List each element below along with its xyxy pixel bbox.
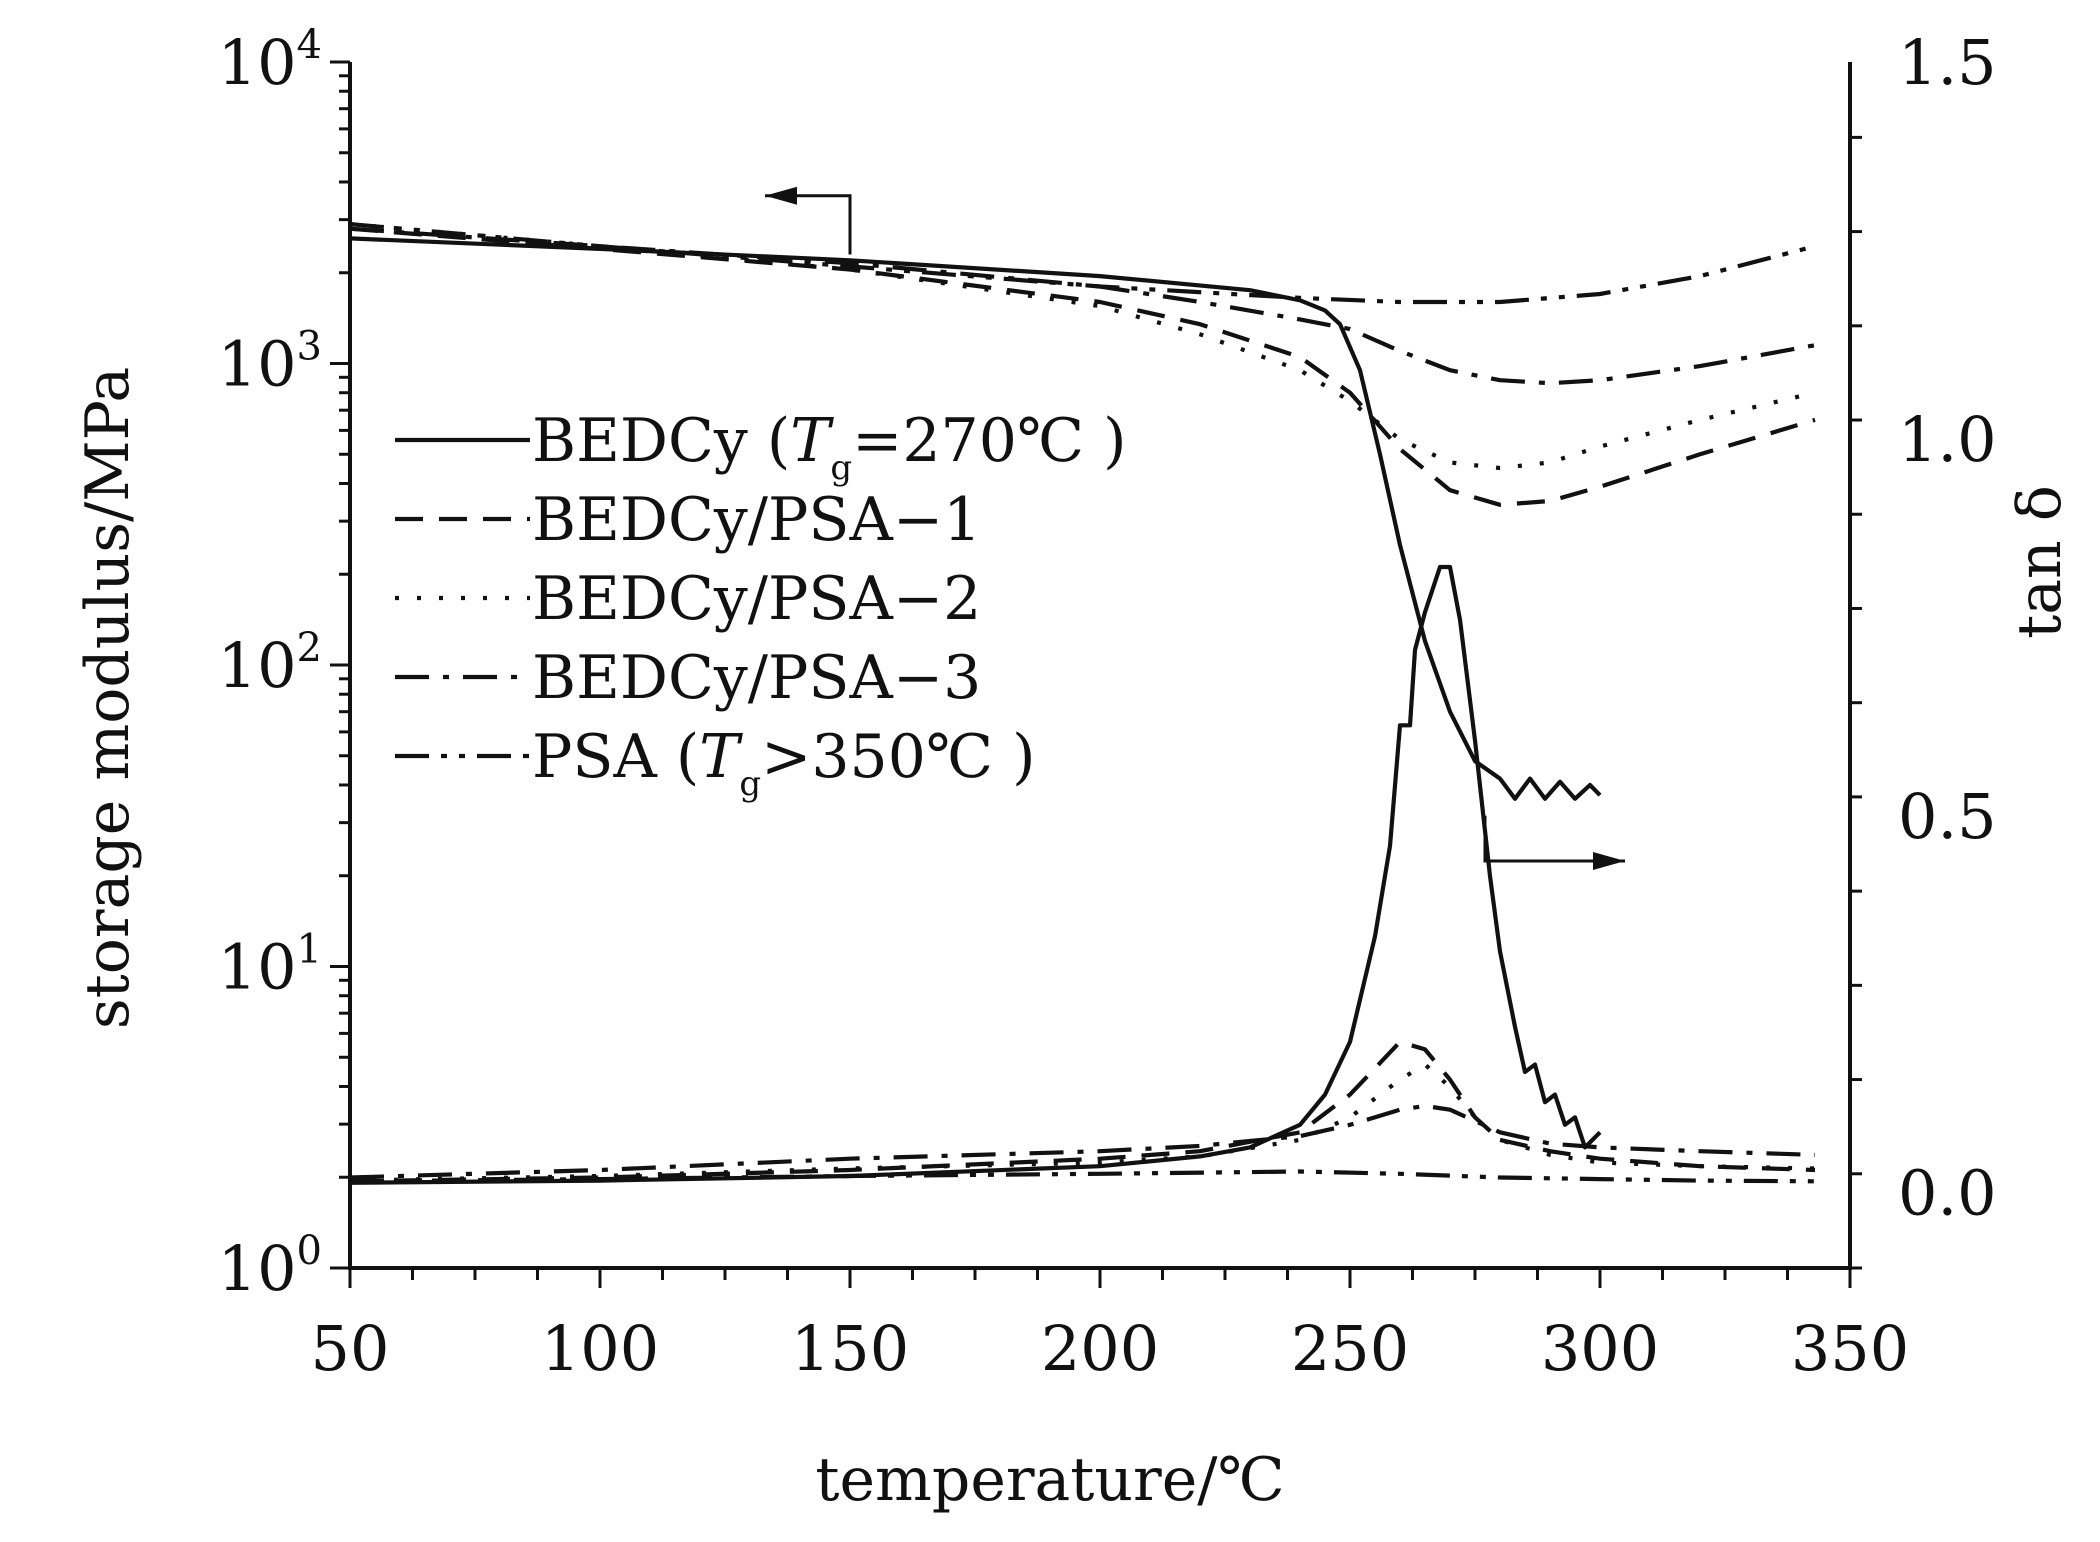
legend-label: BEDCy/PSA−1	[532, 485, 981, 555]
y-tick-label: 103	[218, 324, 322, 401]
annotation-arrow-head	[765, 186, 797, 205]
series-psa1_tan-line	[349, 1039, 1816, 1184]
y-tick-label: 101	[218, 927, 322, 1004]
legend-label: BEDCy (Tg=270℃ )	[532, 406, 1126, 488]
series-psa2_tan-line	[349, 1062, 1816, 1183]
x-tick-label: 300	[1541, 1312, 1659, 1385]
y-tick-label: 100	[218, 1228, 322, 1305]
series-psa1-line	[349, 226, 1816, 507]
legend: BEDCy (Tg=270℃ )BEDCy/PSA−1 BEDCy/PSA−2 BE…	[395, 406, 1126, 804]
series-bedcy-line	[349, 236, 1602, 801]
y2-tick-label: 0.5	[1898, 780, 1997, 853]
y2-tick-label: 0.0	[1898, 1157, 1997, 1230]
y-axis-title: storage modulus/MPa	[73, 367, 143, 1029]
x-tick-label: 350	[1791, 1312, 1909, 1385]
x-axis-title: temperature/℃	[815, 1445, 1284, 1515]
legend-label: PSA (Tg>350℃ )	[532, 722, 1036, 804]
series-psa-line	[349, 222, 1816, 305]
annotations	[765, 186, 1625, 870]
y-tick-label: 104	[218, 22, 322, 99]
y-tick-label: 102	[218, 625, 322, 702]
y2-tick-label: 1.0	[1898, 403, 1997, 476]
y2-axis-title: tan δ	[2005, 485, 2075, 639]
annotation-arrow-head	[1593, 851, 1625, 870]
x-tick-label: 50	[311, 1312, 390, 1385]
x-tick-label: 100	[541, 1312, 659, 1385]
legend-label: BEDCy/PSA−3	[532, 643, 981, 713]
annotation-arrow-line	[765, 194, 852, 255]
x-tick-label: 150	[791, 1312, 909, 1385]
series-layer	[349, 222, 1816, 1185]
series-psa3-line	[349, 226, 1816, 386]
legend-label: BEDCy/PSA−2	[532, 564, 981, 634]
x-tick-label: 250	[1291, 1312, 1409, 1385]
annotation-arrow-line	[1483, 815, 1625, 863]
y2-tick-label: 1.5	[1898, 26, 1997, 99]
series-psa_tan-line	[349, 1169, 1816, 1184]
series-psa3_tan-line	[349, 1103, 1816, 1180]
ticks: 50 100 150 200 250 300 3501001011021031040.00.…	[218, 22, 1997, 1385]
series-bedcy_tan-line	[349, 564, 1602, 1185]
x-tick-label: 200	[1041, 1312, 1159, 1385]
